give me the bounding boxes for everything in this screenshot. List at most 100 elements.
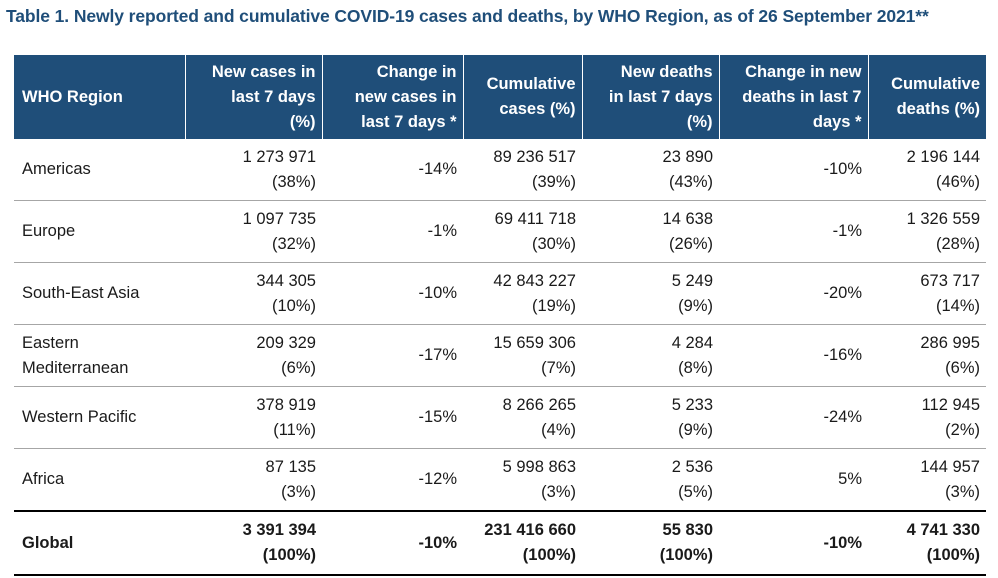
new-cases-cell-text: (11%) [273, 420, 316, 439]
header-who-region: WHO Region [14, 55, 185, 139]
new-deaths-cell-text: 2 536 [671, 457, 713, 476]
new-deaths-cell: 5 233 (9%) [582, 386, 719, 449]
new-cases-cell-text: 1 273 971 [242, 147, 316, 166]
cumulative-deaths-cell: 673 717 (14%) [868, 262, 986, 325]
header-text-line: deaths in last 7 [742, 87, 862, 106]
cumulative-cases-cell-text: (100%) [522, 546, 576, 564]
cumulative-deaths-cell: 112 945 (2%) [868, 386, 986, 449]
change-deaths-cell: -10% [719, 510, 868, 576]
region-cell: Western Pacific [14, 386, 185, 449]
cumulative-cases-cell-text: (7%) [541, 358, 576, 377]
change-cases-cell-text: -10% [418, 284, 457, 302]
header-text-line: cases (%) [499, 100, 576, 118]
cumulative-cases-cell-text: (19%) [531, 296, 576, 315]
change-cases-cell: -1% [322, 200, 463, 263]
region-cell: Global [14, 510, 185, 576]
new-deaths-cell: 14 638 (26%) [582, 200, 719, 263]
header-text-line: new cases in [354, 87, 457, 106]
cumulative-cases-cell-text: (30%) [531, 234, 576, 253]
change-cases-cell-text: -14% [418, 160, 457, 178]
cumulative-deaths-cell: 144 957 (3%) [868, 448, 986, 512]
header-text-line: Change in new [745, 62, 862, 81]
new-cases-cell-text: (100%) [262, 546, 316, 564]
new-deaths-cell-text: (9%) [678, 296, 713, 315]
change-cases-cell: -14% [322, 139, 463, 201]
new-deaths-cell-text: 23 890 [662, 147, 713, 166]
change-deaths-cell-text: 5% [838, 470, 862, 488]
table-header: WHO Region New cases in last 7 days (%) Chan… [14, 55, 986, 139]
region-cell-text: Mediterranean [22, 358, 129, 377]
cumulative-cases-cell-text: 89 236 517 [493, 147, 576, 166]
table-row: Africa 87 135 (3%) -12% 5 998 863 (3%) 2 536 (5… [14, 448, 986, 512]
cumulative-cases-cell-text: 231 416 660 [484, 521, 576, 539]
change-deaths-cell: -24% [719, 386, 868, 449]
cumulative-cases-cell-text: 42 843 227 [493, 271, 576, 290]
cumulative-cases-cell-text: (4%) [541, 420, 576, 439]
change-deaths-cell: 5% [719, 448, 868, 512]
header-text-line: Change in [376, 62, 457, 81]
new-cases-cell-text: (38%) [271, 172, 316, 191]
cumulative-deaths-cell-text: (46%) [935, 172, 980, 191]
region-cell-text: Americas [22, 160, 91, 178]
new-deaths-cell-text: (43%) [668, 172, 713, 191]
change-deaths-cell: -20% [719, 262, 868, 325]
new-cases-cell-text: 1 097 735 [242, 209, 316, 228]
cumulative-deaths-cell: 1 326 559 (28%) [868, 200, 986, 263]
region-cell-text: South-East Asia [22, 284, 140, 302]
change-deaths-cell-text: -20% [823, 284, 862, 302]
change-cases-cell: -10% [322, 262, 463, 325]
change-cases-cell-text: -10% [418, 533, 457, 552]
new-cases-cell: 1 097 735 (32%) [185, 200, 322, 263]
header-text-line: (%) [289, 112, 316, 131]
change-cases-cell-text: -17% [418, 346, 457, 364]
cumulative-deaths-cell-text: (100%) [926, 546, 980, 564]
new-cases-cell-text: 344 305 [256, 271, 316, 290]
header-change-cases: Change in new cases in last 7 days * [321, 55, 463, 139]
new-deaths-cell: 55 830 (100%) [582, 510, 719, 576]
change-cases-cell-text: -1% [427, 222, 457, 240]
cumulative-deaths-cell-text: 1 326 559 [906, 209, 980, 228]
new-cases-cell-text: (32%) [271, 234, 316, 253]
new-deaths-cell-text: (8%) [678, 358, 713, 377]
cumulative-cases-cell: 5 998 863 (3%) [463, 448, 582, 512]
change-deaths-cell-text: -16% [823, 346, 862, 364]
change-cases-cell: -10% [322, 510, 463, 576]
table-row: South-East Asia 344 305 (10%) -10% 42 843 22… [14, 262, 986, 325]
change-deaths-cell-text: -24% [823, 408, 862, 426]
region-cell-text: Global [22, 533, 74, 552]
header-text-line: (%) [686, 112, 713, 131]
cumulative-cases-cell: 15 659 306 (7%) [463, 324, 582, 387]
cumulative-deaths-cell-text: 2 196 144 [906, 147, 980, 166]
new-cases-cell-text: 3 391 394 [242, 521, 316, 539]
new-deaths-cell-text: 55 830 [662, 521, 713, 539]
new-cases-cell-text: 209 329 [256, 333, 316, 352]
cumulative-deaths-cell-text: (28%) [935, 234, 980, 253]
change-deaths-cell-text: -10% [823, 533, 862, 552]
header-text-line: deaths (%) [896, 100, 980, 118]
cumulative-cases-cell: 89 236 517 (39%) [463, 139, 582, 201]
new-cases-cell-text: (6%) [281, 358, 316, 377]
new-deaths-cell-text: (100%) [659, 546, 713, 564]
table-row: Europe 1 097 735 (32%) -1% 69 411 718 (30%) 14… [14, 200, 986, 263]
change-deaths-cell-text: -10% [823, 160, 862, 178]
new-deaths-cell: 23 890 (43%) [582, 139, 719, 201]
change-deaths-cell-text: -1% [832, 222, 862, 240]
table-title: Table 1. Newly reported and cumulative C… [6, 6, 929, 26]
new-cases-cell: 87 135 (3%) [185, 448, 322, 512]
header-new-deaths: New deaths in last 7 days (%) [581, 55, 719, 139]
region-cell-text: Eastern [22, 333, 79, 352]
cumulative-deaths-cell: 2 196 144 (46%) [868, 139, 986, 201]
region-cell: Americas [14, 139, 185, 201]
header-cumulative-deaths: Cumulative deaths (%) [867, 55, 986, 139]
cumulative-deaths-cell-text: 144 957 [920, 457, 980, 476]
new-cases-cell-text: (3%) [281, 482, 316, 501]
cumulative-deaths-cell: 4 741 330 (100%) [868, 510, 986, 576]
new-deaths-cell-text: (9%) [678, 420, 713, 439]
new-cases-cell: 3 391 394 (100%) [185, 510, 322, 576]
change-deaths-cell: -16% [719, 324, 868, 387]
change-cases-cell: -12% [322, 448, 463, 512]
table-body: Americas 1 273 971 (38%) -14% 89 236 517 (39%… [14, 139, 986, 576]
change-deaths-cell: -1% [719, 200, 868, 263]
new-cases-cell: 209 329 (6%) [185, 324, 322, 387]
change-cases-cell-text: -12% [418, 470, 457, 488]
